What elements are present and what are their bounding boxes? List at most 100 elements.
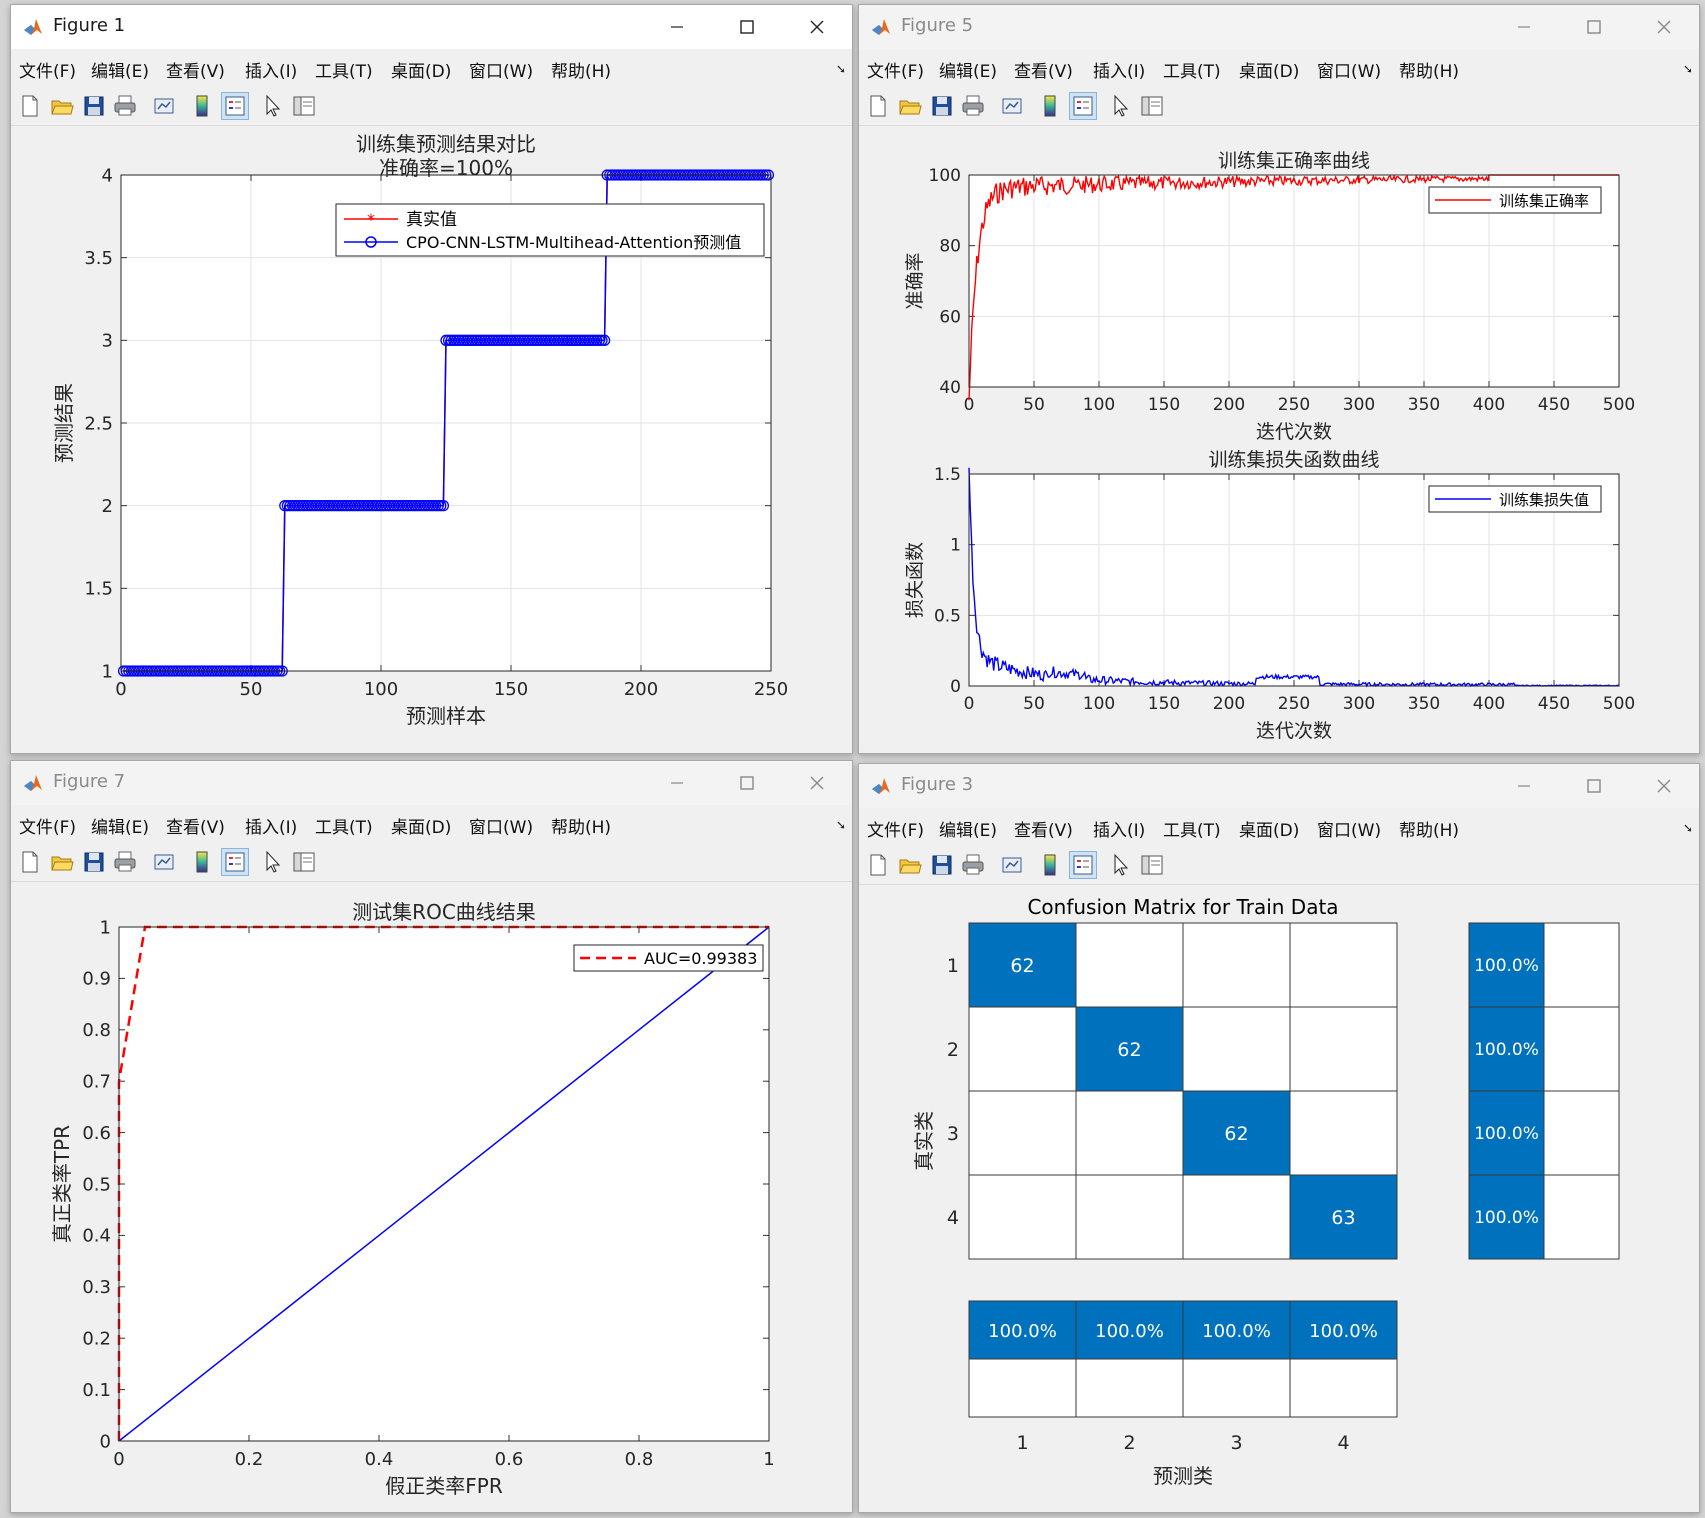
menu-item[interactable]: 帮助(H) (551, 62, 612, 82)
title-bar[interactable]: Figure 7 (11, 761, 852, 805)
minimize-button[interactable] (1489, 764, 1559, 808)
legend-button[interactable] (221, 848, 249, 876)
save-icon (932, 855, 952, 875)
maximize-button[interactable] (712, 761, 782, 805)
confusion-cell (1075, 1174, 1184, 1260)
colorbar-button[interactable] (1037, 852, 1063, 878)
save-button[interactable] (81, 93, 107, 119)
menu-item[interactable]: 窗口(W) (1317, 821, 1382, 841)
close-button[interactable] (1629, 5, 1699, 49)
pointer-button[interactable] (1107, 93, 1133, 119)
new-figure-button[interactable] (865, 852, 891, 878)
open-file-button[interactable] (897, 852, 923, 878)
figure-7-window[interactable]: Figure 7 文件(F) 编辑(E) 查看(V) 插入(I) 工具(T) 桌面(D) 窗… (10, 760, 853, 1513)
new-figure-button[interactable] (17, 93, 43, 119)
colorbar-button[interactable] (189, 93, 215, 119)
figure-1-window[interactable]: Figure 1 文件(F) 编辑(E) 查看(V) 插入(I) 工具(T) 桌面(D) 窗… (10, 4, 853, 754)
print-button[interactable] (112, 93, 138, 119)
menu-item[interactable]: 插入(I) (245, 62, 298, 82)
menu-item[interactable]: 插入(I) (245, 818, 298, 838)
open-file-button[interactable] (897, 93, 923, 119)
dock-arrow-icon[interactable]: ➘ (1682, 821, 1693, 835)
colorbar-button[interactable] (1037, 93, 1063, 119)
save-button[interactable] (929, 852, 955, 878)
menu-item[interactable]: 查看(V) (1014, 62, 1073, 82)
open-file-button[interactable] (49, 849, 75, 875)
menu-item[interactable]: 插入(I) (1093, 62, 1146, 82)
close-button[interactable] (782, 761, 852, 805)
property-editor-icon (1141, 855, 1163, 875)
menu-item[interactable]: 编辑(E) (939, 62, 998, 82)
dock-arrow-icon[interactable]: ➘ (1682, 62, 1693, 76)
menu-item[interactable]: 桌面(D) (391, 62, 452, 82)
property-editor-button[interactable] (291, 93, 317, 119)
menu-item[interactable]: 工具(T) (315, 818, 373, 838)
link-plot-button[interactable] (151, 93, 177, 119)
link-plot-button[interactable] (151, 849, 177, 875)
x-axis-label: 预测类 (1153, 1464, 1213, 1488)
save-button[interactable] (929, 93, 955, 119)
pointer-button[interactable] (259, 849, 285, 875)
menu-item[interactable]: 桌面(D) (391, 818, 452, 838)
close-button[interactable] (1629, 764, 1699, 808)
title-bar[interactable]: Figure 3 (859, 764, 1699, 808)
close-button[interactable] (782, 5, 852, 49)
chart-title: 训练集损失函数曲线 (1208, 449, 1379, 471)
link-plot-button[interactable] (999, 852, 1025, 878)
figure-5-window[interactable]: Figure 5 文件(F) 编辑(E) 查看(V) 插入(I) 工具(T) 桌面(D) 窗… (858, 4, 1700, 754)
new-figure-button[interactable] (17, 849, 43, 875)
print-button[interactable] (960, 93, 986, 119)
pointer-button[interactable] (259, 93, 285, 119)
dock-arrow-icon[interactable]: ➘ (835, 818, 846, 832)
open-file-button[interactable] (49, 93, 75, 119)
legend-button[interactable] (1069, 851, 1097, 879)
maximize-button[interactable] (1559, 764, 1629, 808)
title-bar[interactable]: Figure 1 (11, 5, 852, 49)
minimize-button[interactable] (642, 761, 712, 805)
property-editor-button[interactable] (1139, 852, 1165, 878)
menu-item[interactable]: 桌面(D) (1239, 821, 1300, 841)
new-figure-button[interactable] (865, 93, 891, 119)
legend-button[interactable] (221, 92, 249, 120)
dock-arrow-icon[interactable]: ➘ (835, 62, 846, 76)
x-tick-label: 0.6 (495, 1449, 524, 1470)
minimize-button[interactable] (642, 5, 712, 49)
property-editor-button[interactable] (1139, 93, 1165, 119)
menu-item[interactable]: 工具(T) (1163, 821, 1221, 841)
menu-item[interactable]: 窗口(W) (1317, 62, 1382, 82)
maximize-button[interactable] (1559, 5, 1629, 49)
maximize-button[interactable] (712, 5, 782, 49)
menu-item[interactable]: 编辑(E) (91, 818, 150, 838)
menu-item[interactable]: 文件(F) (867, 821, 925, 841)
pointer-button[interactable] (1107, 852, 1133, 878)
column-summary-value: 100.0% (1095, 1321, 1164, 1342)
menu-item[interactable]: 文件(F) (19, 818, 77, 838)
menu-item[interactable]: 查看(V) (166, 62, 225, 82)
menu-item[interactable]: 帮助(H) (1399, 821, 1460, 841)
legend-button[interactable] (1069, 92, 1097, 120)
menu-item[interactable]: 文件(F) (867, 62, 925, 82)
property-editor-button[interactable] (291, 849, 317, 875)
menu-item[interactable]: 窗口(W) (469, 818, 534, 838)
minimize-button[interactable] (1489, 5, 1559, 49)
menu-item[interactable]: 窗口(W) (469, 62, 534, 82)
menu-item[interactable]: 插入(I) (1093, 821, 1146, 841)
print-button[interactable] (960, 852, 986, 878)
link-plot-button[interactable] (999, 93, 1025, 119)
menu-item[interactable]: 查看(V) (1014, 821, 1073, 841)
menu-item[interactable]: 工具(T) (1163, 62, 1221, 82)
menu-item[interactable]: 文件(F) (19, 62, 77, 82)
menu-item[interactable]: 编辑(E) (939, 821, 998, 841)
row-summary-value: 100.0% (1474, 1124, 1539, 1144)
save-button[interactable] (81, 849, 107, 875)
menu-item[interactable]: 工具(T) (315, 62, 373, 82)
menu-item[interactable]: 帮助(H) (551, 818, 612, 838)
menu-item[interactable]: 桌面(D) (1239, 62, 1300, 82)
menu-item[interactable]: 帮助(H) (1399, 62, 1460, 82)
figure-3-window[interactable]: Figure 3 文件(F) 编辑(E) 查看(V) 插入(I) 工具(T) 桌面(D) 窗… (858, 763, 1700, 1513)
print-button[interactable] (112, 849, 138, 875)
menu-item[interactable]: 编辑(E) (91, 62, 150, 82)
colorbar-button[interactable] (189, 849, 215, 875)
title-bar[interactable]: Figure 5 (859, 5, 1699, 49)
menu-item[interactable]: 查看(V) (166, 818, 225, 838)
